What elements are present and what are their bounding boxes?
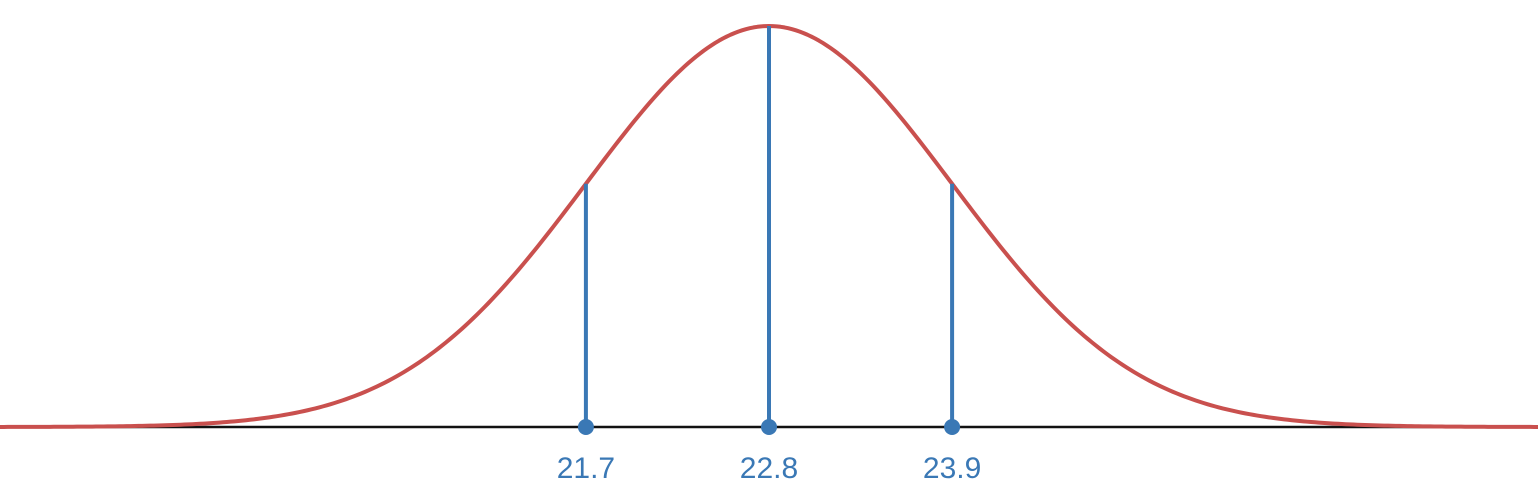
tick-label: 22.8 (740, 452, 798, 485)
tick-label: 23.9 (923, 452, 981, 485)
marker-point (944, 419, 961, 435)
marker-point (577, 419, 594, 435)
marker-group: 21.7 22.8 23.9 (557, 26, 981, 485)
marker-point (761, 419, 777, 435)
tick-label: 21.7 (557, 452, 615, 485)
